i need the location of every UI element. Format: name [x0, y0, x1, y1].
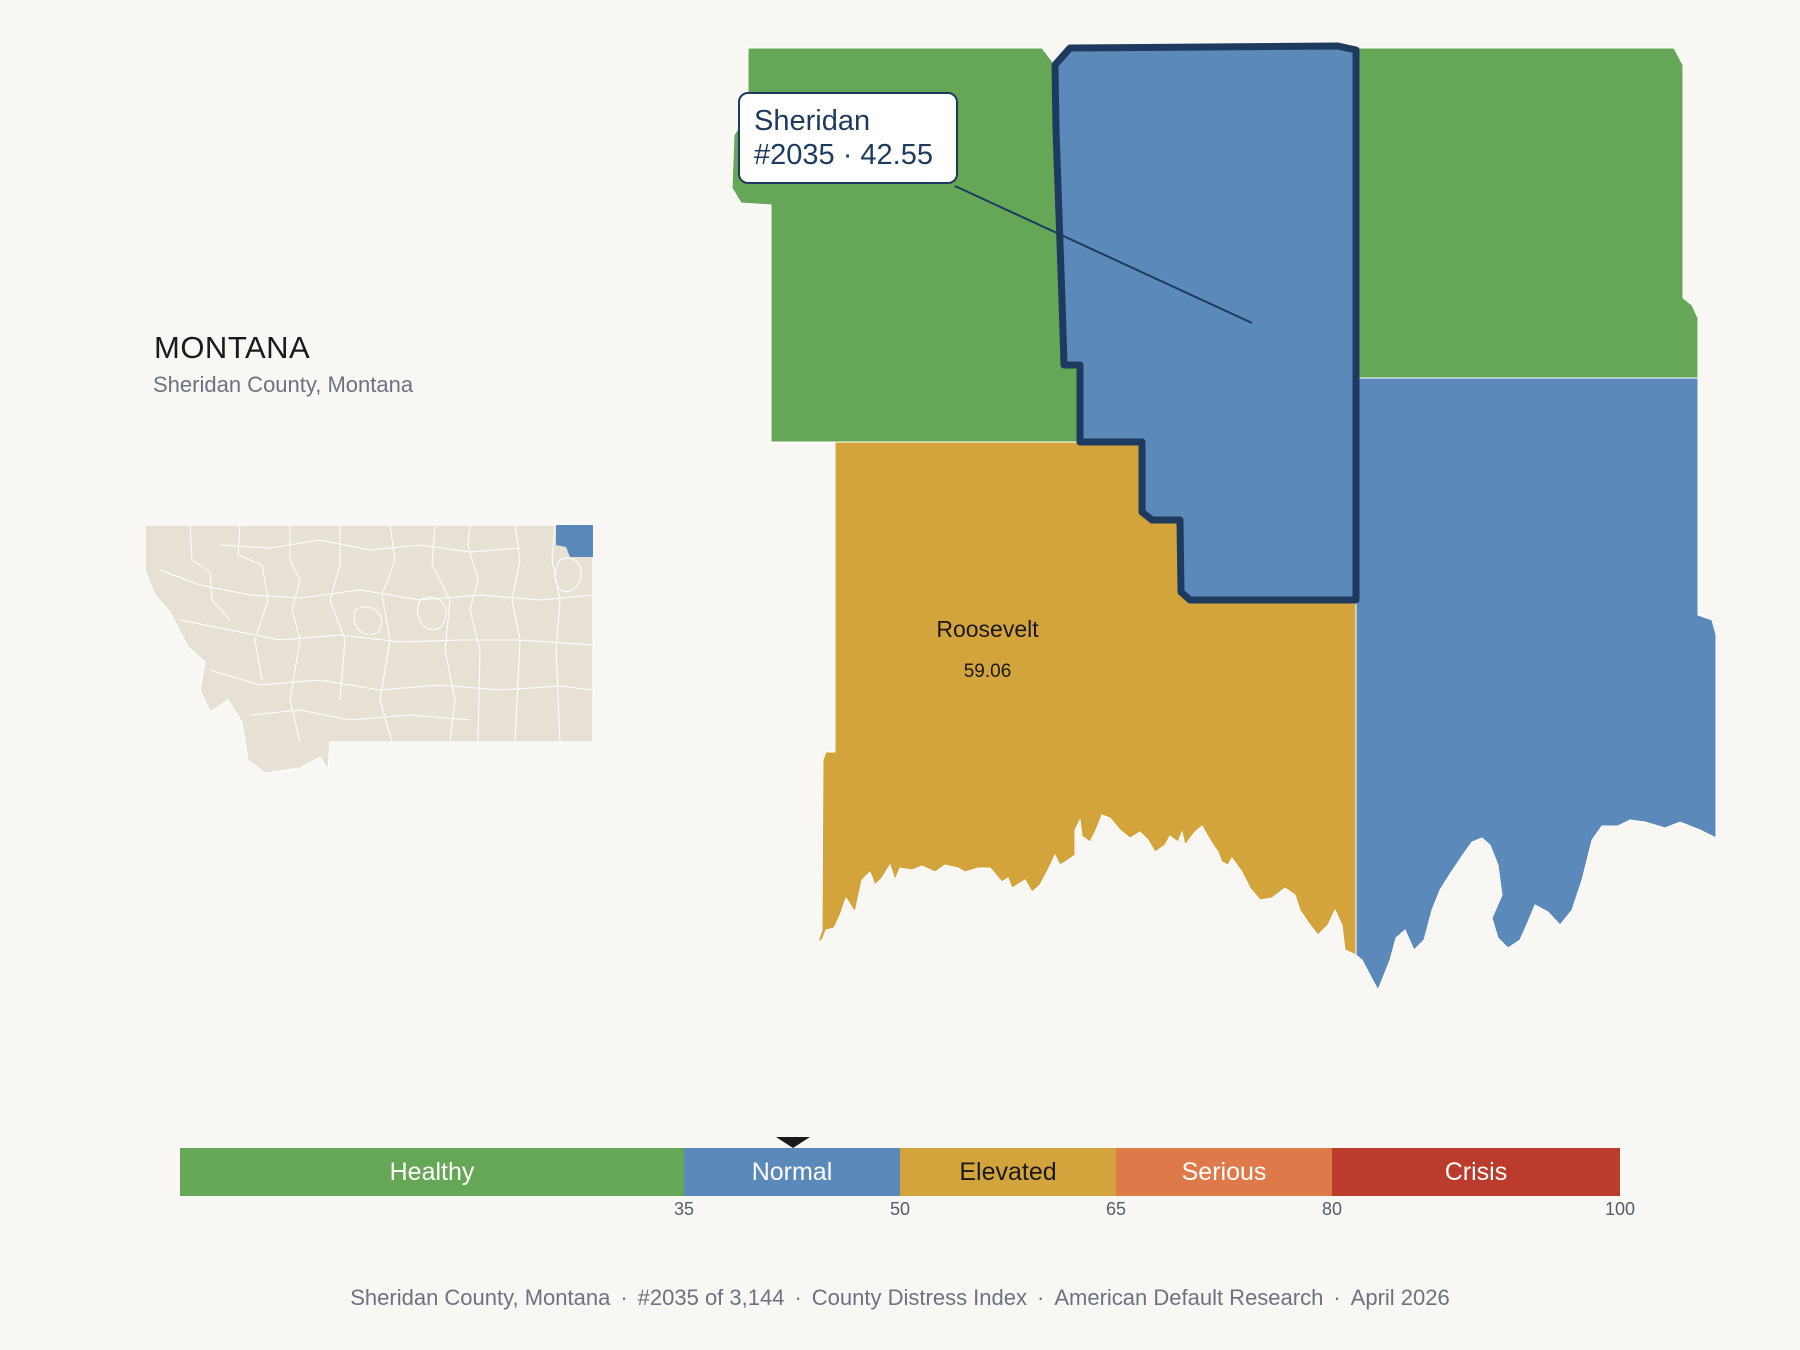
callout-county-name: Sheridan: [754, 105, 871, 137]
legend-normal: Normal: [684, 1148, 900, 1196]
footer-separator: ·: [1333, 1285, 1341, 1310]
state-subtitle: Sheridan County, Montana: [153, 372, 414, 397]
legend-marker: [776, 1137, 810, 1148]
footer-index: County Distress Index: [811, 1285, 1027, 1310]
legend-tick-50: 50: [889, 1199, 911, 1219]
footer-separator: ·: [1037, 1285, 1045, 1310]
county-williams[interactable]: [1355, 377, 1717, 992]
legend-tick-80: 80: [1321, 1199, 1343, 1219]
county-roosevelt[interactable]: [817, 441, 1357, 956]
inset-montana-shape: [144, 524, 594, 774]
state-title: MONTANA: [154, 330, 311, 365]
distress-legend: Healthy Normal Elevated Serious Crisis: [180, 1148, 1620, 1196]
footer: Sheridan County, Montana · #2035 of 3,144 ·…: [0, 1285, 1800, 1311]
state-inset-map: [144, 524, 594, 774]
legend-tick-65: 65: [1105, 1199, 1127, 1219]
roosevelt-label: Roosevelt 59.06: [905, 616, 1070, 683]
inset-county-lines: [159, 524, 594, 743]
legend-elevated: Elevated: [900, 1148, 1116, 1196]
footer-date: April 2026: [1350, 1285, 1450, 1310]
roosevelt-name: Roosevelt: [936, 616, 1039, 642]
callout-leader-line: [954, 185, 1253, 324]
callout-rank-score: #2035 · 42.55: [754, 139, 933, 171]
footer-separator: ·: [620, 1285, 628, 1310]
roosevelt-score: 59.06: [963, 661, 1012, 682]
legend-serious: Serious: [1116, 1148, 1332, 1196]
legend-healthy: Healthy: [180, 1148, 684, 1196]
sheridan-callout: Sheridan #2035 · 42.55: [738, 92, 958, 184]
legend-crisis: Crisis: [1332, 1148, 1620, 1196]
footer-separator: ·: [794, 1285, 802, 1310]
footer-county: Sheridan County, Montana: [350, 1285, 611, 1310]
footer-publisher: American Default Research: [1054, 1285, 1324, 1310]
legend-tick-35: 35: [673, 1199, 695, 1219]
legend-tick-100: 100: [1604, 1199, 1636, 1219]
county-sheridan[interactable]: [1051, 42, 1360, 604]
county-divide[interactable]: [1355, 47, 1699, 379]
footer-rank: #2035 of 3,144: [637, 1285, 785, 1310]
